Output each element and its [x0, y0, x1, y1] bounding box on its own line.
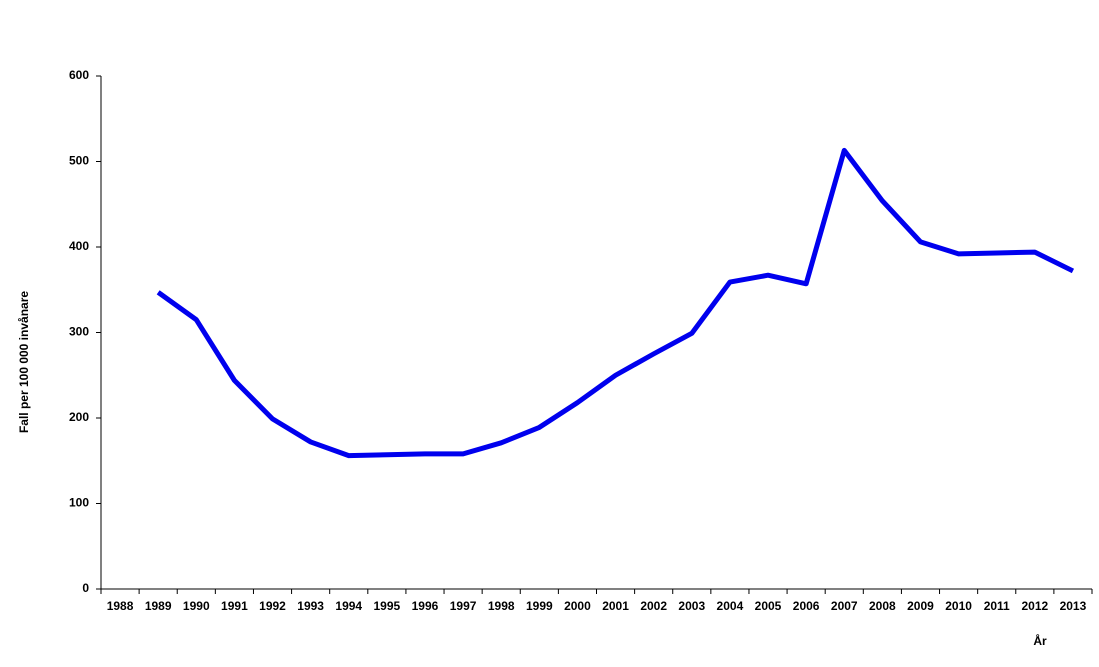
y-tick-label: 600: [69, 68, 89, 82]
x-tick-label: 1995: [374, 599, 401, 613]
y-tick-label: 100: [69, 496, 89, 510]
x-tick-label: 2001: [602, 599, 629, 613]
x-tick-label: 2002: [640, 599, 667, 613]
x-tick-label: 1997: [450, 599, 477, 613]
x-tick-label: 2009: [907, 599, 934, 613]
y-tick-label: 300: [69, 325, 89, 339]
y-axis-label: Fall per 100 000 invånare: [17, 291, 31, 433]
x-tick-label: 2004: [717, 599, 744, 613]
x-tick-label: 1990: [183, 599, 210, 613]
x-tick-label: 1996: [412, 599, 439, 613]
x-tick-label: 1993: [297, 599, 324, 613]
x-tick-label: 2005: [755, 599, 782, 613]
x-tick-label: 1994: [335, 599, 362, 613]
y-tick-label: 200: [69, 410, 89, 424]
x-tick-label: 2007: [831, 599, 858, 613]
x-axis-label: År: [1033, 633, 1047, 648]
x-tick-label: 1988: [107, 599, 134, 613]
x-tick-label: 2013: [1060, 599, 1087, 613]
x-tick-label: 1998: [488, 599, 515, 613]
x-tick-label: 2006: [793, 599, 820, 613]
x-tick-label: 1992: [259, 599, 286, 613]
y-tick-label: 400: [69, 239, 89, 253]
x-tick-label: 2003: [678, 599, 705, 613]
x-tick-label: 2011: [984, 599, 1010, 613]
x-tick-label: 2010: [945, 599, 972, 613]
x-tick-label: 1999: [526, 599, 553, 613]
y-tick-label: 0: [82, 581, 89, 595]
x-tick-label: 1989: [145, 599, 172, 613]
x-tick-label: 1991: [221, 599, 248, 613]
line-series: [156, 147, 1075, 459]
x-tick-label: 2012: [1021, 599, 1048, 613]
y-tick-label: 500: [69, 154, 89, 168]
x-tick-label: 2008: [869, 599, 896, 613]
x-tick-label: 2000: [564, 599, 591, 613]
